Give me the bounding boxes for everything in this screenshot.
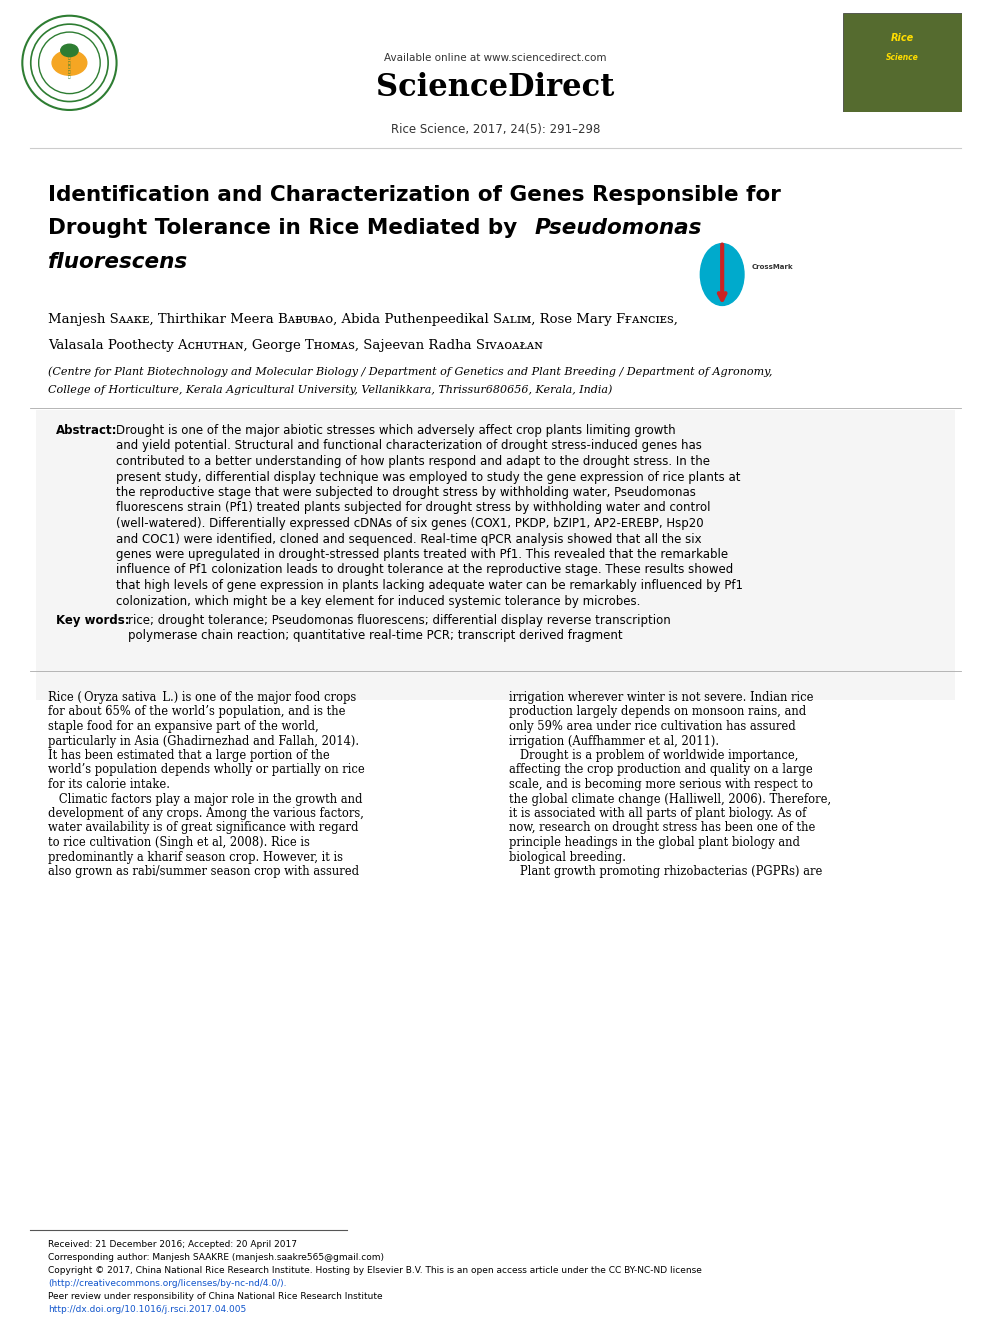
- Text: Climatic factors play a major role in the growth and: Climatic factors play a major role in th…: [48, 792, 362, 806]
- Text: Drought is a problem of worldwide importance,: Drought is a problem of worldwide import…: [509, 749, 799, 762]
- Text: CrossMark: CrossMark: [752, 265, 794, 270]
- Text: Received: 21 December 2016; Accepted: 20 April 2017: Received: 21 December 2016; Accepted: 20…: [48, 1240, 297, 1249]
- Text: Copyright © 2017, China National Rice Research Institute. Hosting by Elsevier B.: Copyright © 2017, China National Rice Re…: [48, 1266, 701, 1275]
- Text: Valasala Poothecty Aᴄʜᴜᴛʜᴀɴ, George Tʜᴏᴍᴀѕ, Sajeevan Radha Sɪᴠᴀᴏᴀᴌᴀɴ: Valasala Poothecty Aᴄʜᴜᴛʜᴀɴ, George Tʜᴏᴍ…: [48, 340, 543, 352]
- Text: also grown as rabi/summer season crop with assured: also grown as rabi/summer season crop wi…: [48, 865, 359, 878]
- Text: principle headings in the global plant biology and: principle headings in the global plant b…: [509, 836, 801, 849]
- Text: to rice cultivation (Singh et al, 2008). Rice is: to rice cultivation (Singh et al, 2008).…: [48, 836, 310, 849]
- Ellipse shape: [61, 44, 78, 57]
- Text: for about 65% of the world’s population, and is the: for about 65% of the world’s population,…: [48, 705, 345, 718]
- Text: Abstract:: Abstract:: [56, 423, 117, 437]
- Text: College of Horticulture, Kerala Agricultural University, Vellanikkara, Thrissur6: College of Horticulture, Kerala Agricult…: [48, 385, 612, 396]
- Text: for its calorie intake.: for its calorie intake.: [48, 778, 170, 791]
- Ellipse shape: [52, 50, 87, 75]
- Text: fluorescens strain (Pf1) treated plants subjected for drought stress by withhold: fluorescens strain (Pf1) treated plants …: [116, 501, 710, 515]
- Text: biological breeding.: biological breeding.: [509, 851, 626, 864]
- Text: staple food for an expansive part of the world,: staple food for an expansive part of the…: [48, 720, 318, 733]
- Text: Rice Science, 2017, 24(5): 291–298: Rice Science, 2017, 24(5): 291–298: [391, 123, 600, 136]
- FancyBboxPatch shape: [36, 410, 954, 700]
- Text: 中
国
水
稻
研
究
所: 中 国 水 稻 研 究 所: [68, 48, 70, 78]
- Text: Identification and Characterization of Genes Responsible for: Identification and Characterization of G…: [48, 185, 781, 205]
- Text: Rice ( Oryza sativa  L.) is one of the major food crops: Rice ( Oryza sativa L.) is one of the ma…: [48, 691, 356, 704]
- Text: predominantly a kharif season crop. However, it is: predominantly a kharif season crop. Howe…: [48, 851, 343, 864]
- FancyBboxPatch shape: [843, 13, 962, 112]
- Text: Pseudomonas: Pseudomonas: [535, 218, 701, 238]
- Text: Plant growth promoting rhizobacterias (PGPRs) are: Plant growth promoting rhizobacterias (P…: [509, 865, 822, 878]
- Text: Manjesh Sᴀᴀᴋᴇ, Thirthikar Meera Bᴀᴃᴜᴃᴀᴏ, Abida Puthenpeedikal Sᴀʟɪᴍ, Rose Mary F: Manjesh Sᴀᴀᴋᴇ, Thirthikar Meera Bᴀᴃᴜᴃᴀᴏ,…: [48, 314, 678, 327]
- Text: (http://creativecommons.org/licenses/by-nc-nd/4.0/).: (http://creativecommons.org/licenses/by-…: [48, 1279, 287, 1289]
- Text: the reproductive stage that were subjected to drought stress by withholding wate: the reproductive stage that were subject…: [116, 486, 695, 499]
- Text: now, research on drought stress has been one of the: now, research on drought stress has been…: [509, 822, 815, 835]
- Text: It has been estimated that a large portion of the: It has been estimated that a large porti…: [48, 749, 329, 762]
- Text: contributed to a better understanding of how plants respond and adapt to the dro: contributed to a better understanding of…: [116, 455, 710, 468]
- Text: world’s population depends wholly or partially on rice: world’s population depends wholly or par…: [48, 763, 365, 777]
- Text: rice; drought tolerance; Pseudomonas fluorescens; differential display reverse t: rice; drought tolerance; Pseudomonas flu…: [128, 614, 671, 627]
- Text: Available online at www.sciencedirect.com: Available online at www.sciencedirect.co…: [384, 53, 607, 64]
- Text: and yield potential. Structural and functional characterization of drought stres: and yield potential. Structural and func…: [116, 439, 701, 452]
- Ellipse shape: [700, 243, 744, 306]
- Text: affecting the crop production and quality on a large: affecting the crop production and qualit…: [509, 763, 813, 777]
- Text: Corresponding author: Manjesh SAAKRE (manjesh.saakre565@gmail.com): Corresponding author: Manjesh SAAKRE (ma…: [48, 1253, 384, 1262]
- Text: only 59% area under rice cultivation has assured: only 59% area under rice cultivation has…: [509, 720, 797, 733]
- Text: water availability is of great significance with regard: water availability is of great significa…: [48, 822, 358, 835]
- Text: and COC1) were identified, cloned and sequenced. Real-time qPCR analysis showed : and COC1) were identified, cloned and se…: [116, 532, 701, 545]
- Text: (well-watered). Differentially expressed cDNAs of six genes (COX1, PKDP, bZIP1, : (well-watered). Differentially expressed…: [116, 517, 703, 531]
- Text: genes were upregulated in drought-stressed plants treated with Pf1. This reveale: genes were upregulated in drought-stress…: [116, 548, 728, 561]
- Text: Drought is one of the major abiotic stresses which adversely affect crop plants : Drought is one of the major abiotic stre…: [116, 423, 676, 437]
- Text: production largely depends on monsoon rains, and: production largely depends on monsoon ra…: [509, 705, 806, 718]
- Text: fluorescens: fluorescens: [48, 251, 188, 273]
- Text: irrigation (Auffhammer et al, 2011).: irrigation (Auffhammer et al, 2011).: [509, 734, 719, 747]
- Text: ScienceDirect: ScienceDirect: [376, 73, 615, 103]
- FancyArrowPatch shape: [719, 245, 725, 300]
- Text: Science: Science: [886, 53, 920, 62]
- Text: http://dx.doi.org/10.1016/j.rsci.2017.04.005: http://dx.doi.org/10.1016/j.rsci.2017.04…: [48, 1304, 246, 1314]
- Text: (Centre for Plant Biotechnology and Molecular Biology / Department of Genetics a: (Centre for Plant Biotechnology and Mole…: [48, 366, 773, 377]
- Text: present study, differential display technique was employed to study the gene exp: present study, differential display tech…: [116, 471, 740, 483]
- Text: scale, and is becoming more serious with respect to: scale, and is becoming more serious with…: [509, 778, 813, 791]
- Text: irrigation wherever winter is not severe. Indian rice: irrigation wherever winter is not severe…: [509, 691, 813, 704]
- Text: colonization, which might be a key element for induced systemic tolerance by mic: colonization, which might be a key eleme…: [116, 594, 640, 607]
- Text: influence of Pf1 colonization leads to drought tolerance at the reproductive sta: influence of Pf1 colonization leads to d…: [116, 564, 733, 577]
- Text: polymerase chain reaction; quantitative real-time PCR; transcript derived fragme: polymerase chain reaction; quantitative …: [128, 630, 622, 643]
- Text: Peer review under responsibility of China National Rice Research Institute: Peer review under responsibility of Chin…: [48, 1293, 383, 1301]
- Text: Key words:: Key words:: [56, 614, 130, 627]
- Text: particularly in Asia (Ghadirnezhad and Fallah, 2014).: particularly in Asia (Ghadirnezhad and F…: [48, 734, 359, 747]
- Text: Drought Tolerance in Rice Mediated by: Drought Tolerance in Rice Mediated by: [48, 218, 525, 238]
- Text: it is associated with all parts of plant biology. As of: it is associated with all parts of plant…: [509, 807, 806, 820]
- Text: that high levels of gene expression in plants lacking adequate water can be rema: that high levels of gene expression in p…: [116, 579, 743, 591]
- Text: development of any crops. Among the various factors,: development of any crops. Among the vari…: [48, 807, 364, 820]
- Text: the global climate change (Halliwell, 2006). Therefore,: the global climate change (Halliwell, 20…: [509, 792, 831, 806]
- Text: Rice: Rice: [891, 33, 915, 44]
